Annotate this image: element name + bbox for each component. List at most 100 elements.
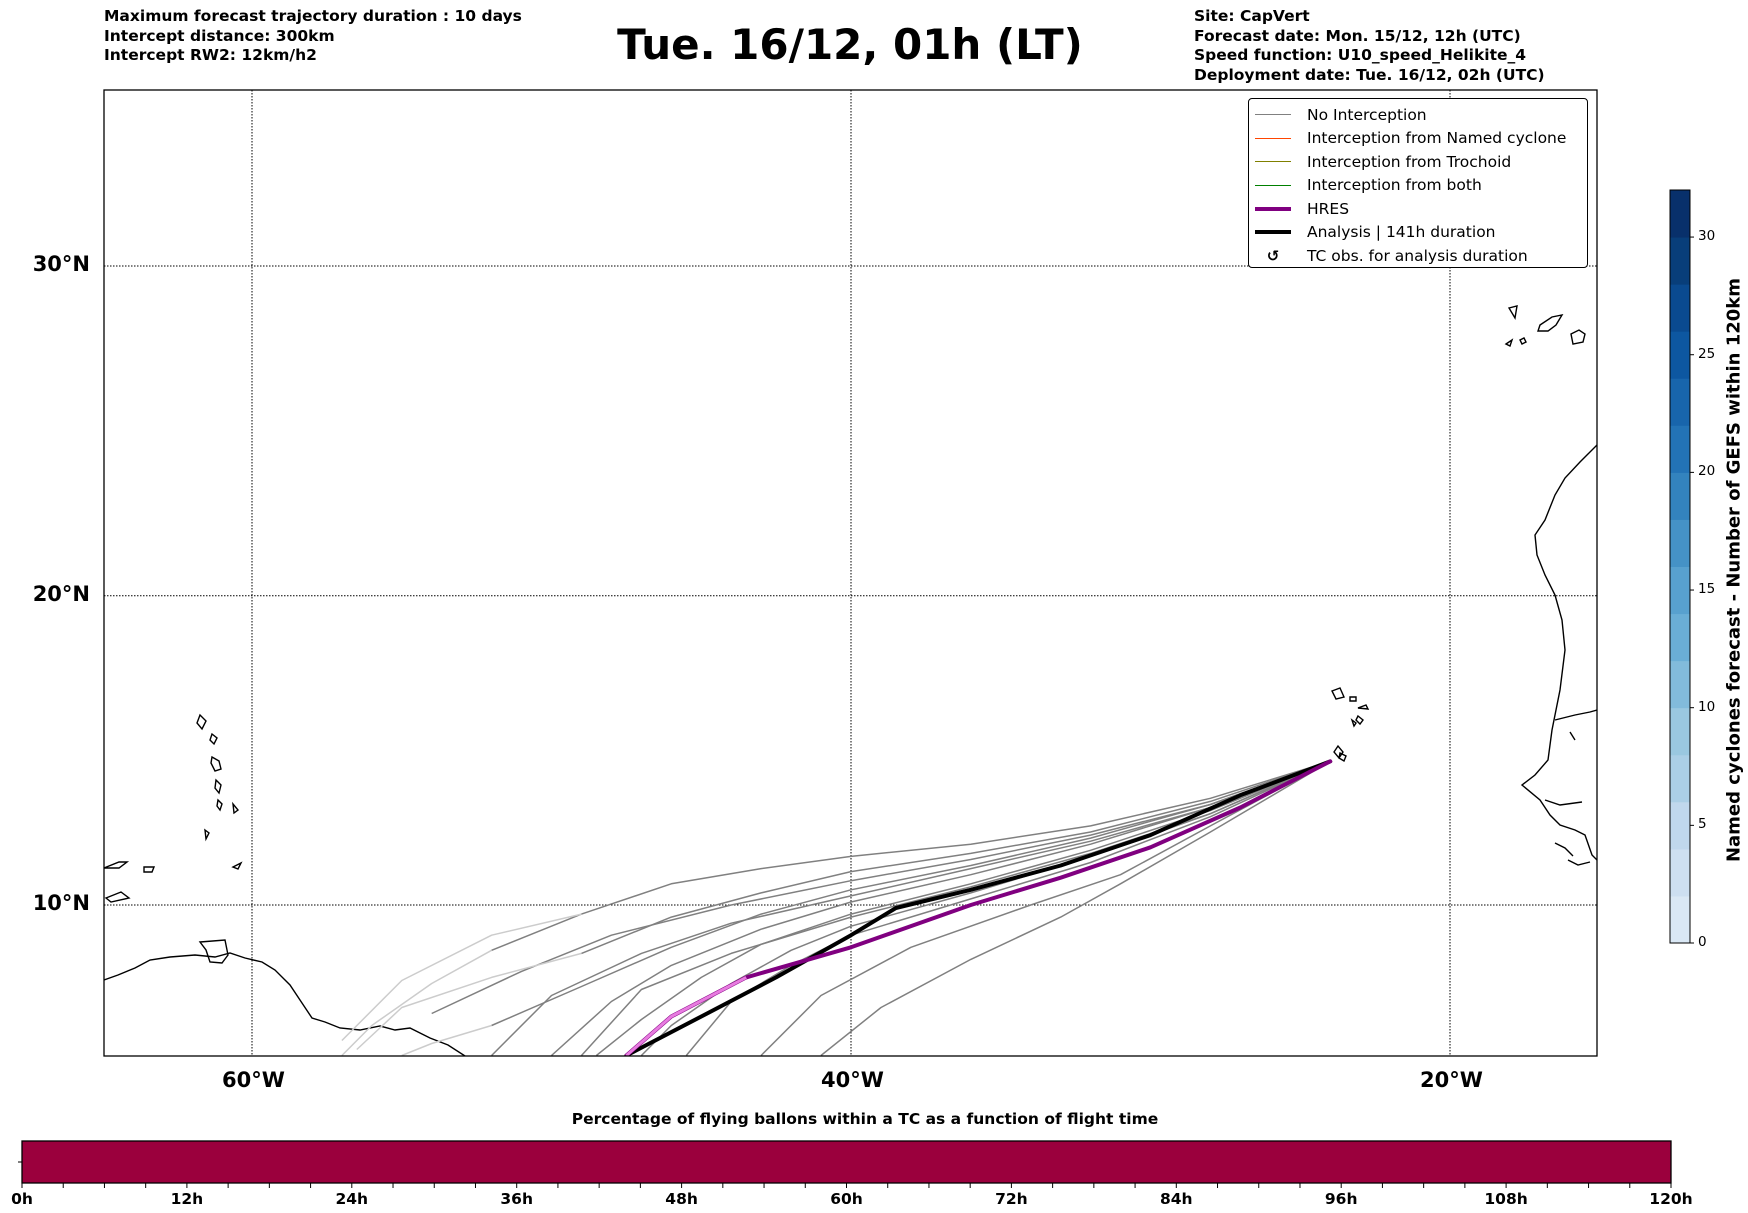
ensemble-trajectory [341,949,492,1056]
bar-tick-label: 84h [1159,1190,1193,1208]
legend-label: Interception from Trochoid [1307,152,1512,171]
legend-line-icon [1255,184,1291,186]
colorbar-level [1670,660,1690,709]
ensemble-trajectory [491,760,1331,951]
colorbar-title: Named cyclones forecast - Number of GEFS… [1723,277,1745,863]
colorbar-tick-label: 15 [1698,581,1716,598]
legend-item-trochoid: Interception from Trochoid [1255,150,1587,174]
legend-line-icon [1255,206,1291,211]
ensemble-trajectory [760,760,1331,1056]
colorbar-level [1670,284,1690,332]
bar-tick-label: 12h [170,1190,204,1208]
coast-south-america [104,952,466,1056]
ensemble-trajectory [640,760,1331,1056]
colorbar-level [1670,566,1690,615]
legend-line-icon [1255,137,1291,139]
colorbar-tick-label: 25 [1698,345,1716,362]
trajectories [341,759,1333,1056]
legend-line-icon [1255,230,1291,235]
coast-lesser-antilles [104,713,243,903]
tc-percentage-fill [21,1140,1672,1184]
ensemble-trajectory [491,760,1331,1056]
colorbar-level [1670,754,1690,803]
legend: No Interception Interception from Named … [1248,98,1588,268]
analysis-trajectory [624,759,1333,1056]
bar-tick-label: 0h [11,1190,33,1208]
ensemble-trajectory [550,760,1331,1056]
ensemble-trajectory [356,952,582,1051]
legend-item-tc-obs: ↺ TC obs. for analysis duration [1255,244,1587,268]
ensemble-trajectory [581,760,1331,955]
header-right: Site: CapVert Forecast date: Mon. 15/12,… [1194,7,1545,85]
legend-item-analysis: Analysis | 141h duration [1255,221,1587,245]
bar-tick-label: 108h [1484,1190,1528,1208]
y-tick-label: 20°N [32,581,90,606]
colorbar-level [1670,613,1690,662]
colorbar-tick-label: 10 [1698,698,1716,715]
colorbar-level [1670,895,1690,944]
legend-label: TC obs. for analysis duration [1307,246,1528,265]
legend-line-icon [1255,161,1291,163]
colorbar-level [1670,378,1690,426]
y-tick-label: 10°N [32,891,90,915]
legend-label: HRES [1307,199,1350,218]
colorbar-level [1670,848,1690,897]
colorbar-level [1670,519,1690,567]
colorbar-tick-label: 0 [1698,934,1707,950]
header-left: Maximum forecast trajectory duration : 1… [104,7,522,66]
bar-tick-label: 72h [995,1190,1028,1208]
hres-early-segment [625,976,747,1056]
legend-label: No Interception [1307,105,1427,124]
speed-function-text: Speed function: U10_speed_Helikite_4 [1194,46,1527,64]
ensemble-trajectory [431,760,1331,1015]
coast-canary [1504,305,1586,347]
legend-label: Interception from Named cyclone [1307,129,1567,148]
title-text: Tue. 16/12, 01h (LT) [617,20,1083,69]
colorbar-level [1670,472,1690,520]
colorbar-level [1670,707,1690,756]
intercept-distance-text: Intercept distance: 300km [104,26,335,45]
coast-cape-verde [1331,687,1370,763]
tc-obs-symbol-icon: ↺ [1266,246,1280,265]
bar-tick-label: 24h [335,1190,369,1208]
colorbar-tick-label: 30 [1698,228,1716,245]
colorbar-level [1670,425,1690,473]
x-tick-label: 60°W [222,1068,285,1092]
legend-label: Interception from both [1307,176,1482,195]
coast-west-africa [1520,444,1597,861]
ensemble-trajectory [491,760,1331,1027]
coast-africa-detail [1544,709,1597,866]
forecast-date-text: Forecast date: Mon. 15/12, 12h (UTC) [1194,26,1521,45]
ensemble-trajectory [820,760,1331,1056]
coastlines [104,305,1597,1056]
colorbar-level [1670,237,1690,285]
colorbar-tick-label: 20 [1698,463,1716,480]
legend-item-both: Interception from both [1255,174,1587,198]
bar-tick-label: 36h [500,1190,533,1208]
legend-label: Analysis | 141h duration [1307,223,1496,242]
y-tick-label: 30°N [32,252,90,276]
ensemble-trajectory [341,913,582,1042]
tc-percentage-bar [18,1140,1672,1188]
bar-tick-label: 60h [830,1190,863,1208]
intercept-rw2-text: Intercept RW2: 12km/h2 [104,46,317,64]
colorbar-level [1670,331,1690,379]
bar-tick-label: 120h [1649,1190,1693,1208]
legend-item-named-cyclone: Interception from Named cyclone [1255,127,1587,151]
colorbar-level [1670,801,1690,850]
map-gridlines [104,90,1597,1056]
bar-chart-title: Percentage of flying ballons within a TC… [571,1110,1159,1128]
bar-tick-label: 96h [1324,1190,1358,1208]
colorbar [1669,189,1694,944]
map-frame [103,89,1598,1057]
ensemble-trajectory [595,760,1331,1056]
deployment-date-text: Deployment date: Tue. 16/12, 02h (UTC) [1194,65,1545,84]
ensemble-trajectory [580,760,1331,1056]
coast-trinidad [198,939,229,964]
colorbar-level [1670,190,1690,238]
site-text: Site: CapVert [1194,7,1310,25]
bar-tick-label: 48h [665,1190,698,1208]
legend-line-icon [1255,114,1291,116]
x-tick-label: 20°W [1420,1068,1483,1092]
